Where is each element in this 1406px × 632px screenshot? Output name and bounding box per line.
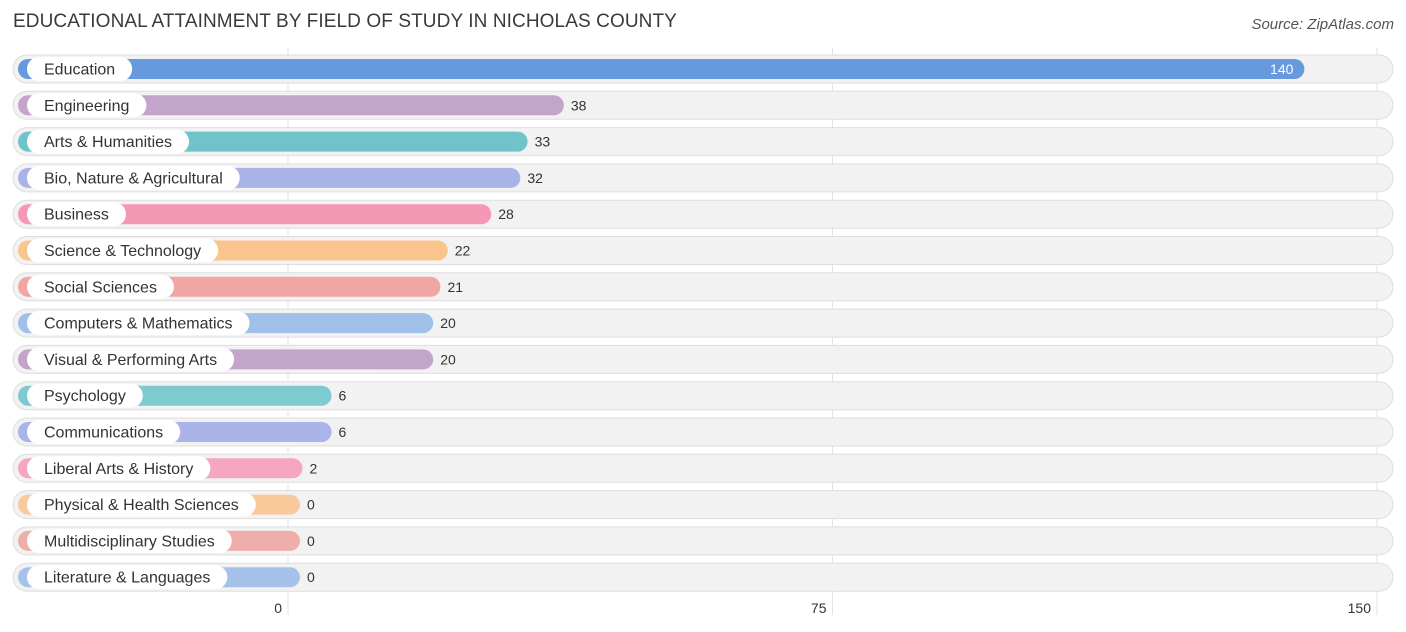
bar xyxy=(18,59,1305,79)
value-label: 0 xyxy=(307,533,315,549)
category-label: Arts & Humanities xyxy=(44,134,172,151)
value-label: 0 xyxy=(307,569,315,585)
value-label: 21 xyxy=(447,279,463,295)
bar-row: Education 140 xyxy=(12,54,1394,84)
x-tick-label: 150 xyxy=(1348,600,1372,616)
category-label: Visual & Performing Arts xyxy=(44,352,217,369)
category-label: Engineering xyxy=(44,98,129,115)
value-label: 32 xyxy=(527,170,543,186)
category-label: Business xyxy=(44,207,109,224)
value-label: 0 xyxy=(307,497,315,513)
value-label: 2 xyxy=(310,460,318,476)
category-label-pill xyxy=(27,565,228,590)
bar-track xyxy=(12,526,1394,556)
category-label: Bio, Nature & Agricultural xyxy=(44,170,223,187)
bar xyxy=(18,204,492,225)
value-label: 28 xyxy=(498,206,514,222)
category-label: Psychology xyxy=(44,388,126,405)
bar-row: Literature & Languages 0 xyxy=(12,562,1394,592)
bar-track xyxy=(12,417,1394,447)
bar-row: Arts & Humanities 33 xyxy=(12,127,1394,157)
bar-row: Bio, Nature & Agricultural 32 xyxy=(12,163,1394,193)
category-label-pill xyxy=(27,528,232,553)
category-label-pill xyxy=(27,57,133,81)
bar-row: Science & Technology 22 xyxy=(12,236,1394,265)
value-label: 6 xyxy=(339,388,347,404)
bar-rows: Education 140 Engineering 38 Arts & Humaniti… xyxy=(12,54,1394,592)
bar-row: Social Sciences 21 xyxy=(12,272,1394,302)
category-label: Social Sciences xyxy=(44,279,157,296)
bar-track xyxy=(12,490,1394,520)
category-label-pill xyxy=(27,492,256,517)
value-label: 20 xyxy=(440,351,456,367)
bar-track xyxy=(12,562,1394,592)
category-label-pill xyxy=(27,165,240,190)
bar-track xyxy=(12,381,1394,411)
category-label: Physical & Health Sciences xyxy=(44,497,239,514)
bar-row: Physical & Health Sciences 0 xyxy=(12,490,1394,520)
bar-row: Liberal Arts & History 2 xyxy=(12,453,1394,483)
category-label: Multidisciplinary Studies xyxy=(44,533,215,550)
category-label: Literature & Languages xyxy=(44,570,210,587)
bar-row: Psychology 6 xyxy=(12,381,1394,411)
x-tick-label: 0 xyxy=(274,600,282,616)
category-label-pill xyxy=(27,202,126,227)
value-label: 6 xyxy=(339,424,347,440)
category-label-pill xyxy=(27,93,147,118)
chart-title: EDUCATIONAL ATTAINMENT BY FIELD OF STUDY… xyxy=(13,11,677,32)
category-label-pill xyxy=(27,383,143,408)
bar-row: Engineering 38 xyxy=(12,90,1394,120)
category-label-pill xyxy=(27,274,174,299)
x-axis-ticks: 0 75 150 xyxy=(274,600,1371,616)
bar-track xyxy=(12,453,1394,483)
chart-source: Source: ZipAtlas.com xyxy=(1251,16,1394,33)
value-label: 22 xyxy=(455,243,471,259)
category-label-pill xyxy=(27,347,235,372)
value-label: 38 xyxy=(571,97,587,113)
category-label: Liberal Arts & History xyxy=(44,461,193,478)
category-label-pill xyxy=(27,456,211,481)
bar-row: Visual & Performing Arts 20 xyxy=(12,344,1394,374)
category-label: Communications xyxy=(44,425,163,442)
category-label: Science & Technology xyxy=(44,243,201,260)
value-label: 20 xyxy=(440,315,456,331)
value-label: 33 xyxy=(535,134,551,150)
category-label-pill xyxy=(27,238,219,263)
category-label-pill xyxy=(27,420,181,444)
bar-row: Business 28 xyxy=(12,199,1394,229)
x-tick-label: 75 xyxy=(811,600,827,616)
bar-row: Communications 6 xyxy=(12,417,1394,447)
bar-row: Multidisciplinary Studies 0 xyxy=(12,526,1394,556)
value-label: 140 xyxy=(1270,61,1294,77)
category-label-pill xyxy=(27,129,190,154)
category-label-pill xyxy=(27,311,250,336)
bar-row: Computers & Mathematics 20 xyxy=(12,308,1394,338)
category-label: Computers & Mathematics xyxy=(44,316,233,333)
bar xyxy=(18,95,564,116)
category-label: Education xyxy=(44,62,115,79)
